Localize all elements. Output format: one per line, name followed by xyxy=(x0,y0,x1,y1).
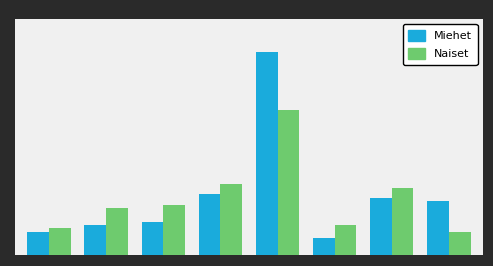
Bar xyxy=(163,205,185,255)
Bar xyxy=(370,198,392,255)
Bar xyxy=(392,188,414,255)
Legend: Miehet, Naiset: Miehet, Naiset xyxy=(403,24,478,65)
Bar xyxy=(335,225,356,255)
Bar xyxy=(141,222,163,255)
Bar xyxy=(256,52,278,255)
Bar xyxy=(49,228,71,255)
Bar xyxy=(106,208,128,255)
Bar xyxy=(27,232,49,255)
Bar xyxy=(199,194,220,255)
Bar xyxy=(313,238,335,255)
Bar xyxy=(84,225,106,255)
Bar xyxy=(278,110,299,255)
Bar xyxy=(427,201,449,255)
Bar xyxy=(220,184,242,255)
Bar xyxy=(449,232,471,255)
